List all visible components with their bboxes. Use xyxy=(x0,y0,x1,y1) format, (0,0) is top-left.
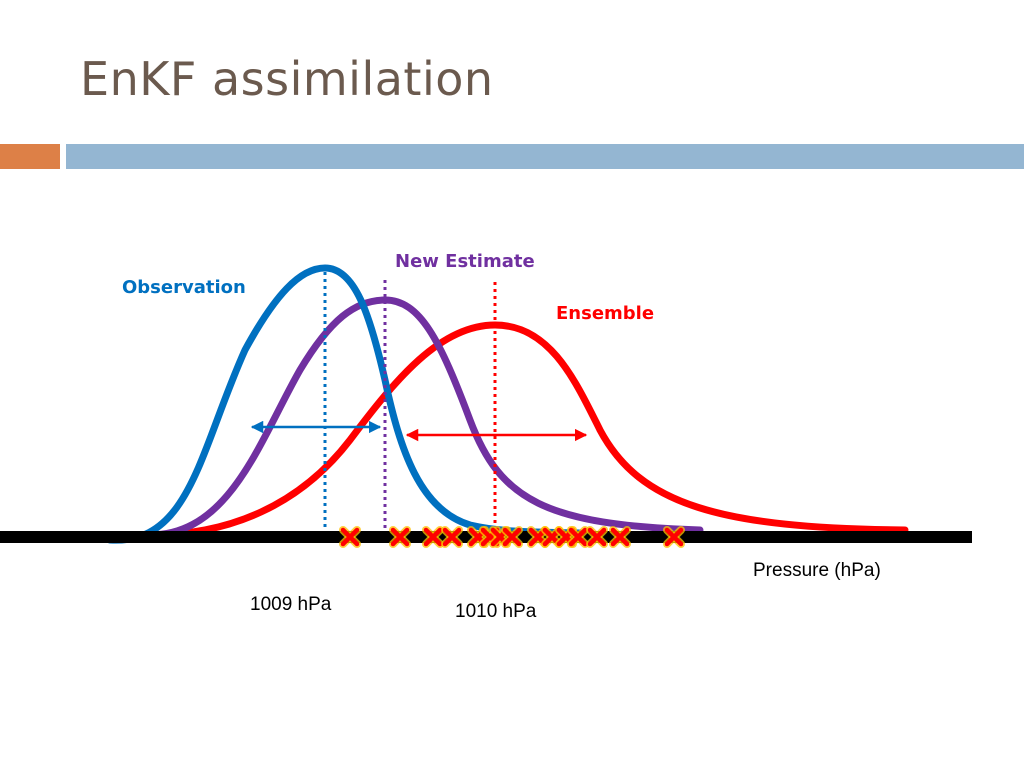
ensemble-member-marker xyxy=(339,526,361,548)
observation-curve xyxy=(106,264,584,544)
ensemble-curve xyxy=(146,321,909,539)
ensemble-member-marker xyxy=(389,526,411,548)
ensemble-member-marker xyxy=(567,526,589,548)
slide-title: EnKF assimilation xyxy=(80,52,494,106)
new-estimate-curve xyxy=(146,296,704,539)
new-estimate-label: New Estimate xyxy=(395,251,535,272)
ensemble-member-marker xyxy=(609,526,631,548)
ensemble-label: Ensemble xyxy=(556,303,654,324)
axis-label: Pressure (hPa) xyxy=(753,560,881,581)
observation-label: Observation xyxy=(122,277,246,298)
title-accent-bar-orange xyxy=(0,144,60,169)
tick-label-1010: 1010 hPa xyxy=(455,601,537,622)
ensemble-members xyxy=(339,526,685,548)
ensemble-member-marker xyxy=(663,526,685,548)
ensemble-member-marker xyxy=(586,526,608,548)
ensemble-member-marker xyxy=(422,526,444,548)
title-accent-bar-blue xyxy=(66,144,1024,169)
ensemble-member-marker xyxy=(501,526,523,548)
tick-label-1009: 1009 hPa xyxy=(250,594,332,615)
ensemble-member-marker xyxy=(441,526,463,548)
